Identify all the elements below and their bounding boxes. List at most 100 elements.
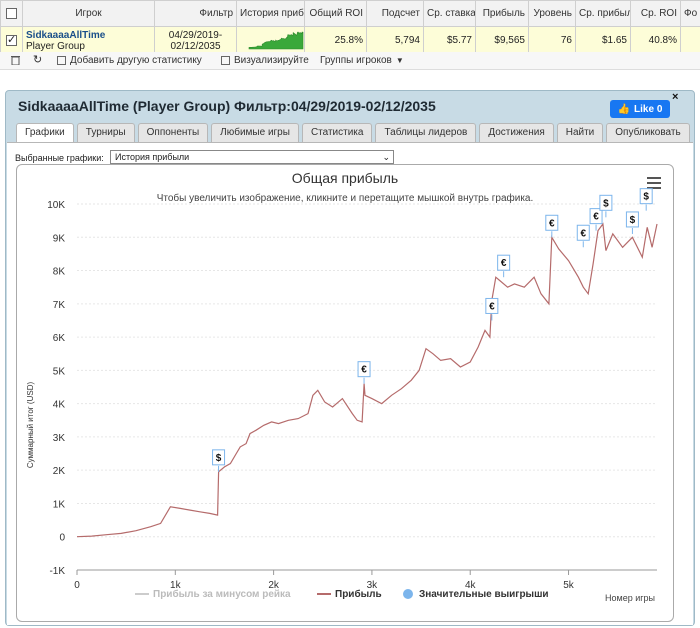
profit-history-cell[interactable] (236, 26, 305, 55)
y-tick-label: -1K (49, 566, 65, 577)
tab-find[interactable]: Найти (556, 123, 604, 142)
tab-leaderboards[interactable]: Таблицы лидеров (375, 123, 477, 142)
col-header-player[interactable]: Игрок (22, 0, 155, 27)
chart-select[interactable]: История прибыли ⌄ (110, 150, 394, 164)
visualize-icon (221, 56, 230, 65)
x-tick-label: 5k (563, 580, 575, 591)
big-win-marker: $ (625, 211, 639, 234)
total-roi-cell: 25.8% (304, 26, 367, 55)
table-header-row: Игрок Фильтр История приб Общий ROI Подс… (0, 0, 700, 27)
marker-flag (357, 361, 371, 378)
profit-chart[interactable]: Общая прибыль Чтобы увеличить изображени… (17, 165, 673, 621)
tab-opponents[interactable]: Оппоненты (137, 123, 209, 142)
visualize-button[interactable]: Визуализируйте (221, 55, 309, 66)
col-header-avg-roi[interactable]: Ср. ROI (630, 0, 681, 27)
tab-favorite-games[interactable]: Любимые игры (211, 123, 299, 142)
player-type: Player Group (26, 40, 85, 52)
marker-label: $ (630, 215, 636, 226)
sparkline-area (248, 31, 304, 50)
close-icon[interactable]: × (672, 91, 679, 103)
col-header-avg-profit[interactable]: Ср. прибыль (575, 0, 631, 27)
marker-label: € (501, 258, 507, 269)
player-cell[interactable]: SidkaaaaAllTime Player Group (22, 26, 155, 55)
col-header-total-roi[interactable]: Общий ROI (304, 0, 367, 27)
marker-flag (576, 224, 590, 241)
tab-publish[interactable]: Опубликовать (606, 123, 690, 142)
row-select-cell[interactable] (0, 26, 23, 55)
legend-item-big-wins[interactable]: Значительные выигрыши (403, 589, 549, 600)
chevron-down-icon: ⌄ (382, 152, 390, 162)
col-header-fo[interactable]: Фо (680, 0, 700, 27)
col-header-count[interactable]: Подсчет (366, 0, 424, 27)
marker-label: $ (603, 198, 609, 209)
table-toolbar: ↻ Добавить другую статистику Визуализиру… (0, 52, 700, 70)
col-header-profit[interactable]: Прибыль (475, 0, 529, 27)
marker-flag (599, 194, 613, 211)
y-tick-label: 6K (53, 333, 66, 344)
grid (77, 203, 657, 571)
table-row[interactable]: SidkaaaaAllTime Player Group 04/29/2019-… (0, 26, 700, 55)
stats-table: Игрок Фильтр История приб Общий ROI Подс… (0, 0, 700, 55)
marker-label: € (593, 212, 599, 223)
big-win-marker: $ (599, 194, 613, 218)
big-win-marker: € (497, 254, 511, 278)
facebook-like-button[interactable]: 👍 Like 0 (610, 100, 670, 118)
refresh-button[interactable]: ↻ (33, 55, 42, 66)
chart-select-label: Выбранные графики: (15, 153, 104, 163)
legend-label-profit: Прибыль (335, 588, 382, 600)
marker-label: € (549, 218, 555, 229)
level-cell: 76 (528, 26, 576, 55)
player-name-link[interactable]: SidkaaaaAllTime (26, 29, 106, 41)
add-stat-button[interactable]: Добавить другую статистику (57, 55, 202, 66)
panel-tabs: Графики Турниры Оппоненты Любимые игры С… (16, 123, 690, 143)
col-header-filter[interactable]: Фильтр (154, 0, 237, 27)
select-all-cell[interactable] (0, 0, 23, 27)
tab-statistics[interactable]: Статистика (301, 123, 373, 142)
x-tick-label: 0 (74, 580, 80, 591)
big-win-marker: € (589, 208, 603, 231)
fo-cell (680, 26, 700, 55)
col-header-avg-stake[interactable]: Ср. ставка (423, 0, 476, 27)
x-tick-label: 4k (465, 580, 477, 591)
y-axis-label: Суммарный итог (USD) (26, 382, 35, 469)
col-header-level[interactable]: Уровень (528, 0, 576, 27)
player-groups-dropdown[interactable]: Группы игроков ▼ (320, 55, 404, 66)
row-checkbox[interactable] (6, 33, 17, 46)
profit-sparkline (248, 31, 304, 50)
player-groups-label: Группы игроков (320, 55, 392, 66)
add-stat-icon (57, 56, 66, 65)
legend-item-net-profit[interactable]: Прибыль за минусом рейка (135, 588, 291, 600)
chart-container[interactable]: Общая прибыль Чтобы увеличить изображени… (16, 164, 674, 622)
y-tick-label: 10K (47, 200, 65, 211)
add-stat-label: Добавить другую статистику (70, 55, 202, 66)
series-line-profit (76, 222, 658, 538)
avg-roi-cell: 40.8% (630, 26, 681, 55)
marker-label: € (361, 365, 367, 376)
y-tick-label: 4K (53, 400, 66, 411)
legend-label-net-profit: Прибыль за минусом рейка (153, 588, 291, 600)
tab-tournaments[interactable]: Турниры (76, 123, 135, 142)
legend-label-big-wins: Значительные выигрыши (419, 589, 549, 600)
chart-menu-icon[interactable] (647, 177, 661, 189)
chart-subtitle: Чтобы увеличить изображение, кликните и … (157, 192, 534, 204)
legend: Прибыль за минусом рейка Прибыль Значите… (135, 588, 549, 600)
marker-flag (497, 254, 511, 271)
thumbs-up-icon: 👍 (617, 103, 631, 115)
marker-flag (212, 449, 226, 466)
panel-title: SidkaaaaAllTime (Player Group) Фильтр:04… (18, 98, 436, 114)
player-panel: SidkaaaaAllTime (Player Group) Фильтр:04… (5, 90, 695, 626)
delete-button[interactable] (11, 55, 20, 65)
tab-achievements[interactable]: Достижения (479, 123, 554, 142)
x-axis-label: Номер игры (605, 593, 655, 603)
select-all-checkbox[interactable] (6, 7, 17, 19)
legend-item-profit[interactable]: Прибыль (317, 588, 382, 600)
marker-label: $ (643, 192, 649, 203)
col-header-profit-history[interactable]: История приб (236, 0, 305, 27)
y-tick-label: 0 (59, 533, 65, 544)
tab-charts[interactable]: Графики (16, 123, 74, 143)
marker-flag (639, 188, 653, 205)
big-win-marker: € (485, 297, 499, 321)
x-axis: 0 1k 2k 3k 4k 5k (74, 569, 657, 591)
x-tick-label: 1k (170, 580, 182, 591)
y-tick-label: 8K (53, 267, 66, 278)
